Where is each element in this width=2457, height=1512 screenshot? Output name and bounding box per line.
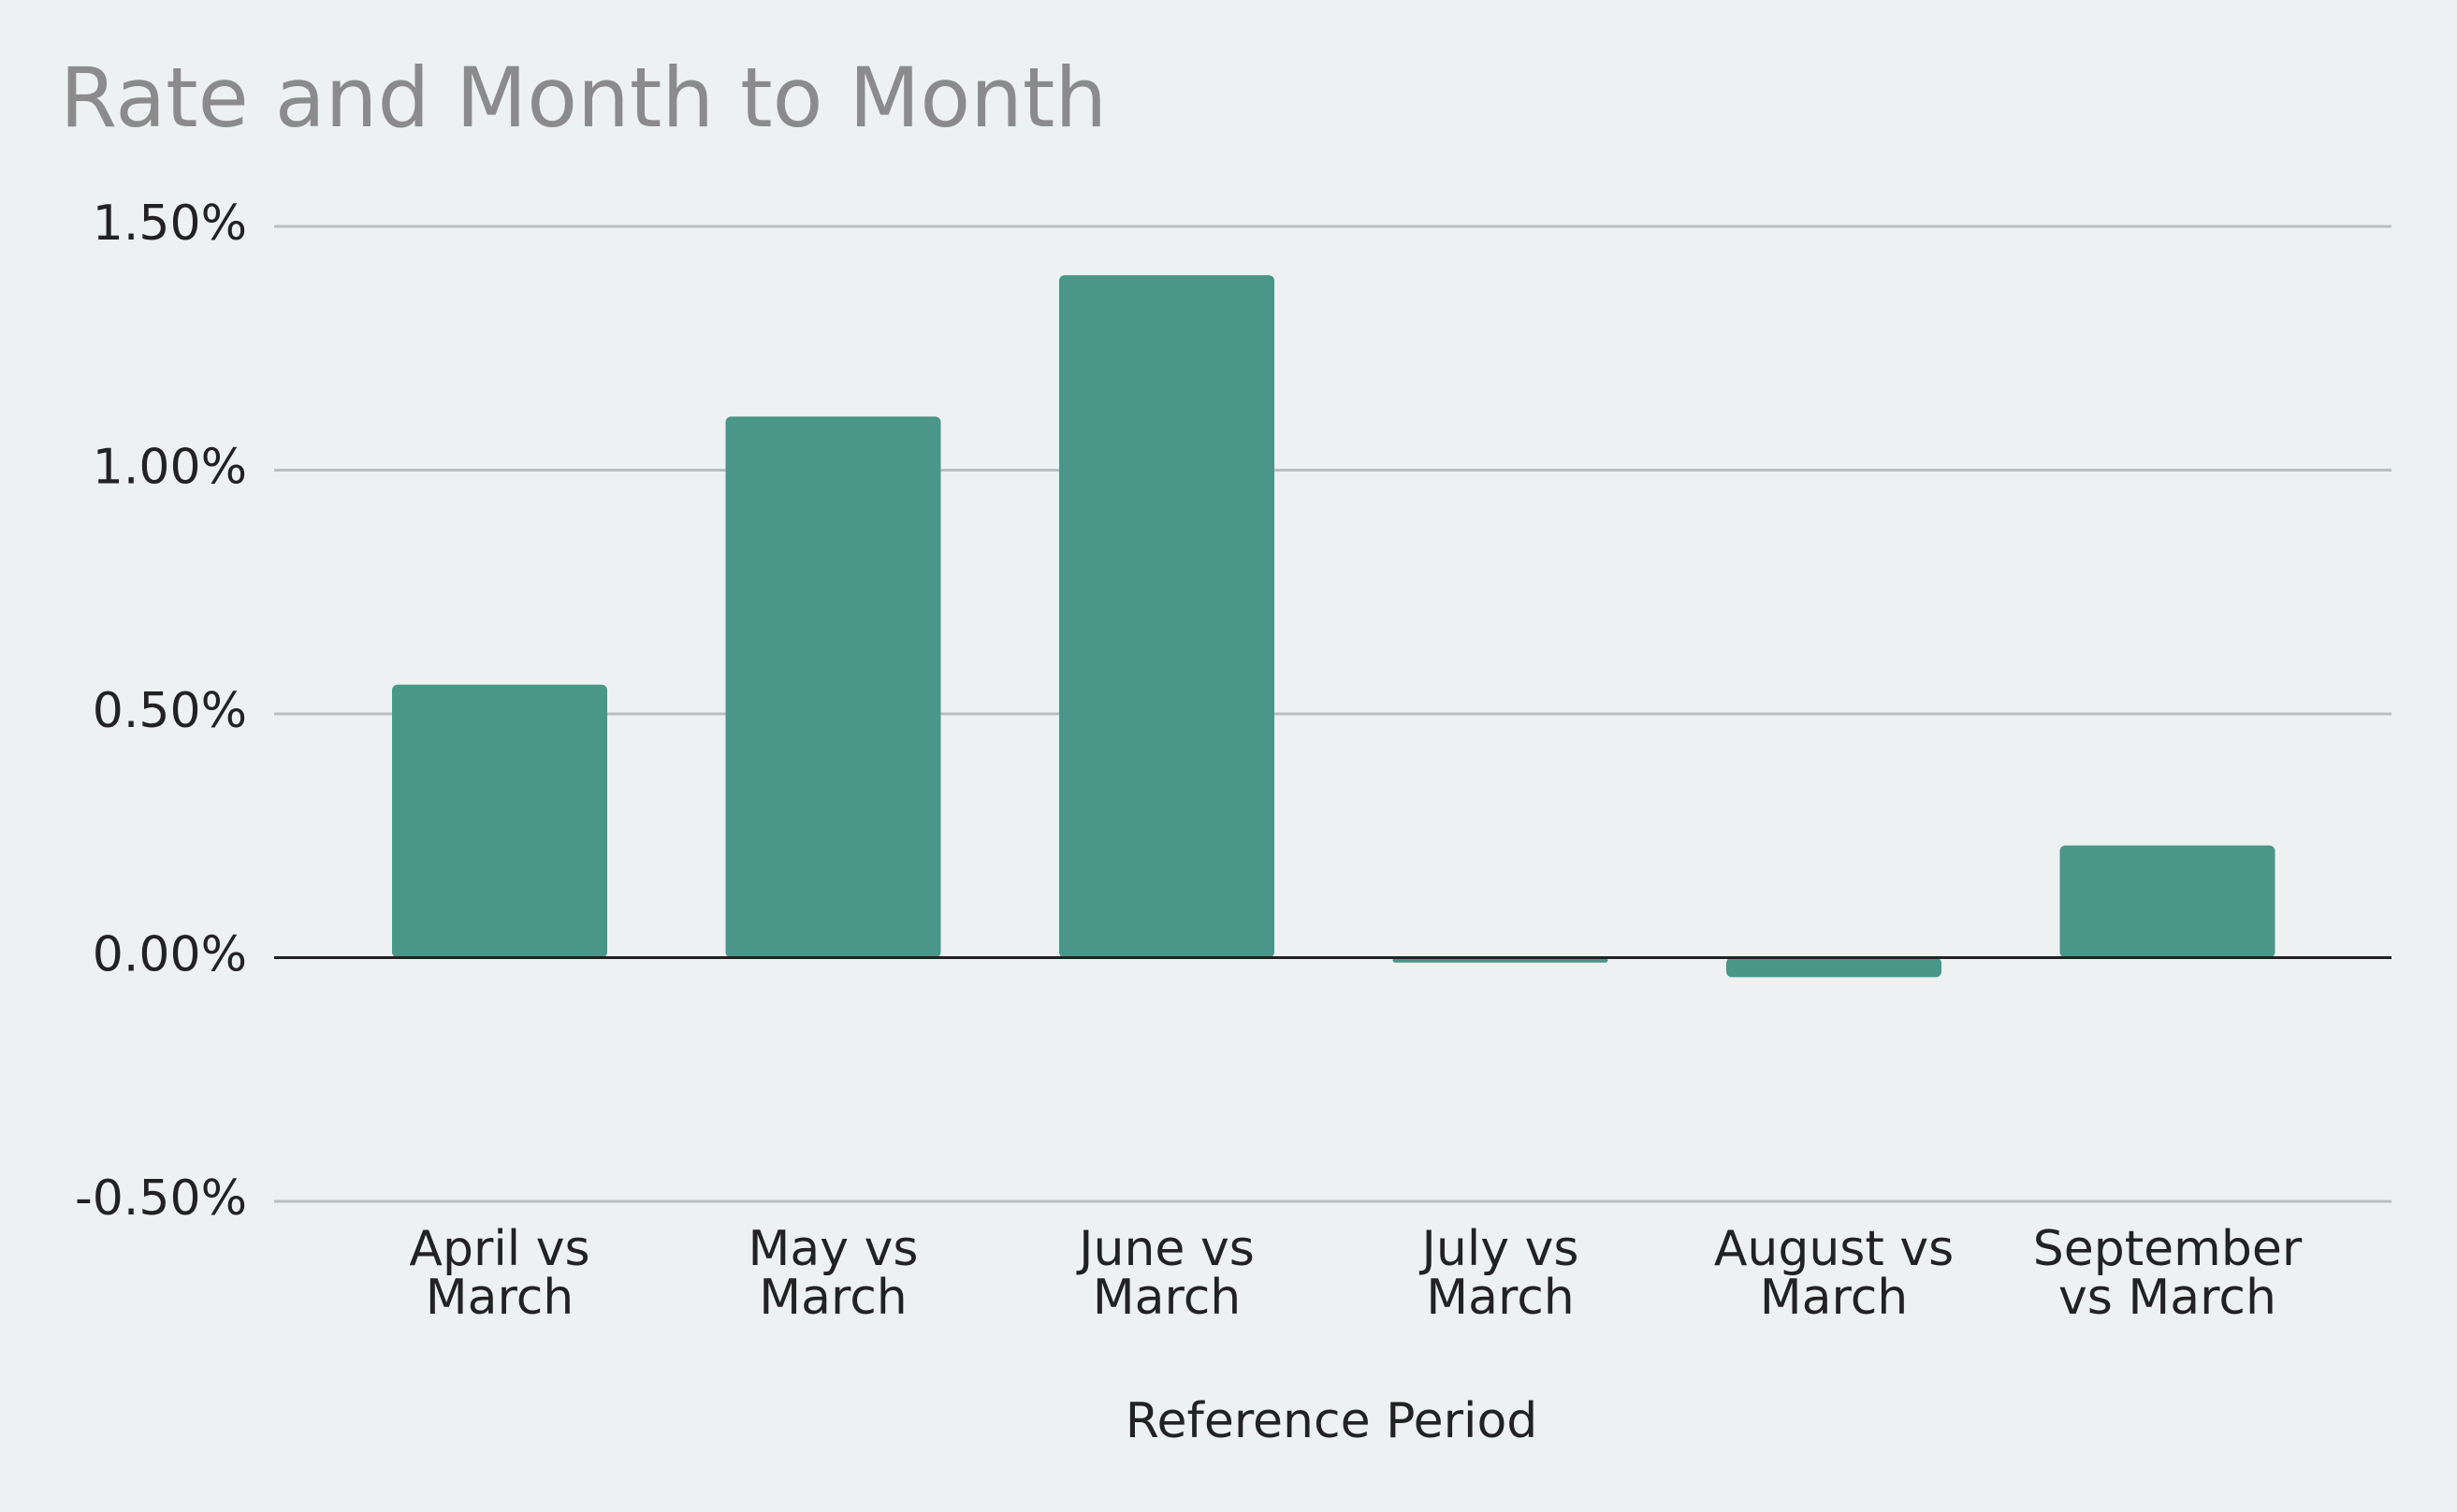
x-tick-label: March bbox=[1760, 1270, 1909, 1326]
x-tick-label: vs March bbox=[2058, 1270, 2276, 1326]
y-tick-label: -0.50% bbox=[75, 1170, 247, 1227]
x-tick-label: April vs bbox=[409, 1221, 589, 1277]
x-tick-label: May vs bbox=[749, 1221, 919, 1277]
y-tick-label: 1.00% bbox=[93, 440, 247, 496]
gridlines bbox=[274, 225, 2392, 1203]
x-tick-label: July vs bbox=[1419, 1221, 1579, 1277]
bar bbox=[1059, 275, 1274, 958]
x-tick-label: March bbox=[759, 1270, 908, 1326]
y-tick-label: 1.50% bbox=[93, 196, 247, 252]
y-axis-tick-labels: 1.50% 1.00% 0.50% 0.00% -0.50% bbox=[75, 196, 247, 1227]
bars bbox=[392, 275, 2275, 978]
bar bbox=[1726, 957, 1941, 978]
chart-title: Rate and Month to Month bbox=[60, 50, 1108, 146]
x-tick-label: August vs bbox=[1714, 1221, 1954, 1277]
x-tick-label: September bbox=[2033, 1221, 2303, 1277]
y-tick-label: 0.50% bbox=[93, 683, 247, 739]
x-axis-title: Reference Period bbox=[1126, 1393, 1538, 1449]
x-tick-label: March bbox=[426, 1270, 574, 1326]
bar bbox=[2059, 845, 2275, 958]
x-tick-label: June vs bbox=[1076, 1221, 1255, 1277]
bar bbox=[392, 684, 607, 958]
y-tick-label: 0.00% bbox=[93, 927, 247, 983]
x-tick-label: March bbox=[1093, 1270, 1242, 1326]
bar bbox=[725, 416, 941, 958]
x-tick-label: March bbox=[1426, 1270, 1575, 1326]
